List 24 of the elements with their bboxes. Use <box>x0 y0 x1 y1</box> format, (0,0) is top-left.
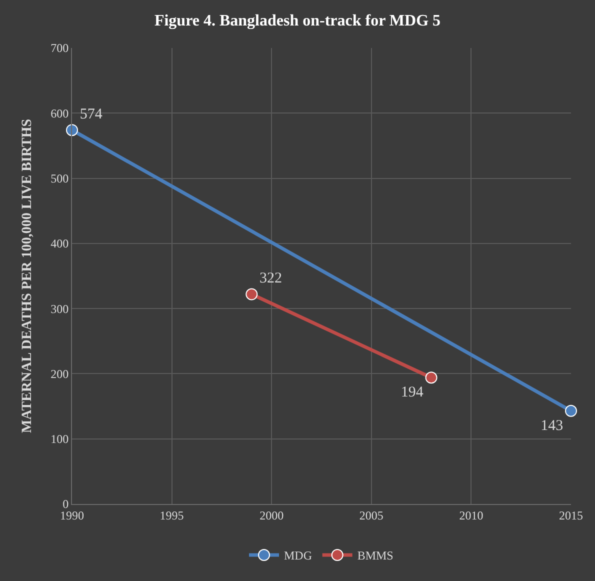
x-tick-label: 2000 <box>260 508 284 522</box>
chart-title: Figure 4. Bangladesh on-track for MDG 5 <box>154 12 441 30</box>
point <box>246 288 258 300</box>
y-tick-label: 700 <box>50 41 69 56</box>
point <box>425 372 438 384</box>
y-tick-label: 600 <box>50 106 69 120</box>
y-tick-label: 400 <box>50 236 69 251</box>
data-label: 143 <box>540 418 564 434</box>
legend-label: BMMS <box>357 548 394 563</box>
x-tick-label: 1995 <box>160 508 184 522</box>
x-tick-label: 2015 <box>559 508 583 522</box>
x-tick-label: 2005 <box>359 508 384 522</box>
data-label: 322 <box>260 270 282 287</box>
x-tick-label: 2010 <box>459 508 484 522</box>
data-label: 194 <box>400 384 424 401</box>
data-label: 574 <box>80 106 103 122</box>
y-tick-label: 500 <box>50 171 69 186</box>
point <box>565 404 577 417</box>
y-tick-label: 100 <box>50 432 69 446</box>
legend-label: MDG <box>284 548 312 563</box>
y-tick-label: 200 <box>50 366 69 381</box>
y-axis-title: MATERNAL DEATHS PER 100,000 LIVE BIRTHS <box>20 118 36 434</box>
y-tick-label: 300 <box>50 302 69 316</box>
point <box>66 124 78 136</box>
